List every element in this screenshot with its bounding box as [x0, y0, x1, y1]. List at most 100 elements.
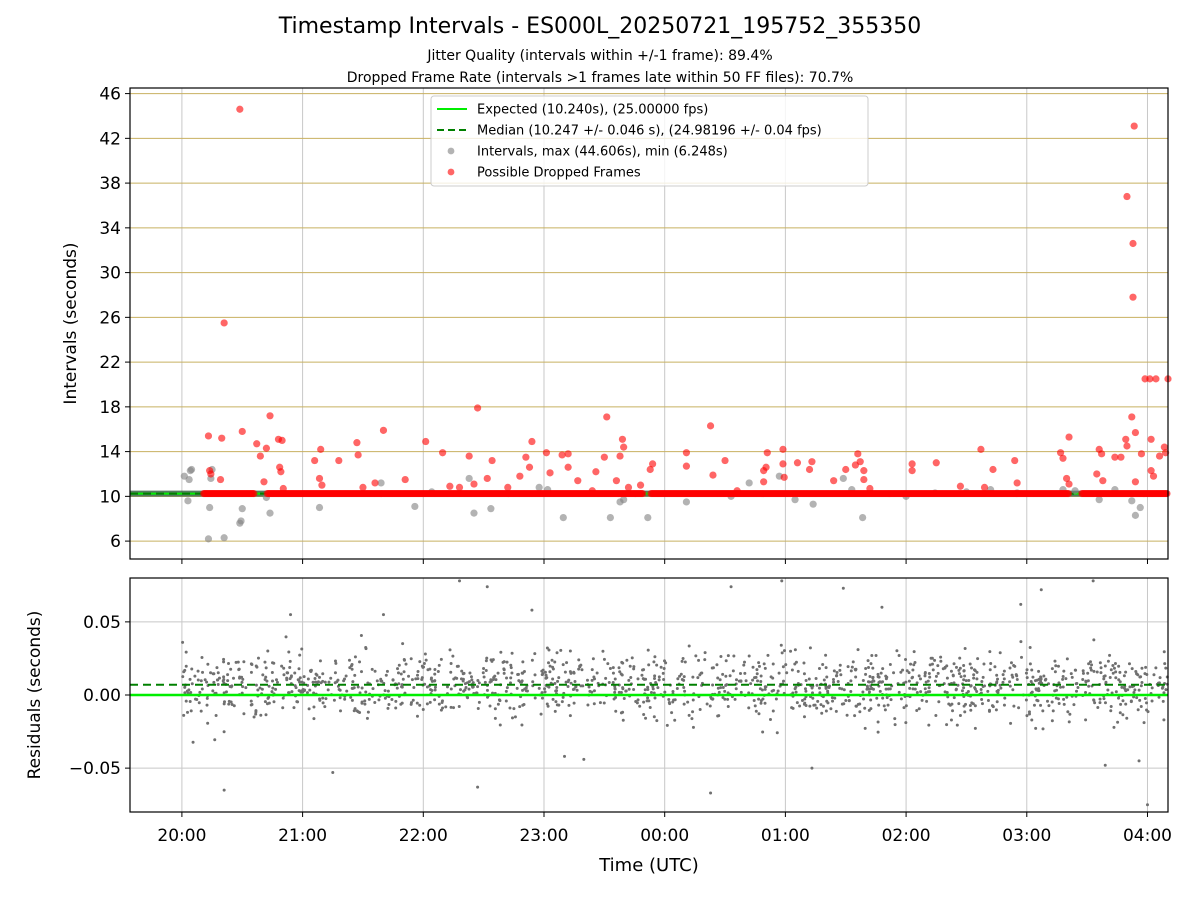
residual-point	[533, 673, 537, 677]
residual-point	[509, 663, 513, 667]
dropped-frame-point	[371, 479, 379, 487]
dropped-frame-point	[354, 451, 362, 459]
residual-point	[817, 667, 821, 671]
residual-point	[717, 690, 721, 694]
residual-point	[531, 680, 535, 684]
residual-point	[510, 716, 514, 720]
residual-point	[1125, 716, 1129, 720]
residual-point	[321, 672, 325, 676]
residual-point	[759, 674, 763, 678]
residual-point	[884, 687, 888, 691]
residual-point	[893, 723, 897, 727]
residual-point	[545, 676, 549, 680]
residual-point	[449, 670, 453, 674]
residual-point	[358, 691, 362, 695]
residual-point	[771, 662, 775, 666]
residual-point	[561, 695, 565, 699]
residual-point	[400, 685, 404, 689]
residual-point	[1103, 674, 1107, 678]
residual-point	[222, 660, 226, 664]
residual-point	[791, 691, 795, 695]
residual-point	[933, 658, 937, 662]
residual-outlier-point	[530, 608, 534, 612]
dropped-frame-point	[1155, 452, 1164, 460]
residual-point	[183, 691, 187, 695]
dropped-frame-point	[474, 404, 482, 412]
residual-point	[1109, 668, 1113, 672]
residual-point	[416, 677, 420, 681]
residual-point	[229, 685, 233, 689]
residual-point	[1106, 659, 1110, 663]
residual-point	[774, 697, 778, 701]
residual-point	[721, 685, 725, 689]
residual-point	[747, 691, 751, 695]
dropped-frame-point	[1011, 456, 1019, 465]
residual-point	[477, 700, 481, 704]
dropped-frame-point	[558, 451, 566, 459]
residual-point	[464, 686, 468, 690]
residual-point	[363, 702, 367, 706]
x-tick-label: 01:00	[761, 826, 810, 846]
residual-point	[505, 676, 509, 680]
interval-point	[1136, 503, 1144, 512]
residual-point	[484, 659, 488, 663]
residual-point	[1145, 672, 1149, 676]
residual-point	[1025, 668, 1029, 672]
residual-point	[1008, 680, 1012, 684]
legend-dropped-swatch	[447, 168, 455, 176]
residual-point	[566, 680, 570, 684]
interval-point	[791, 496, 799, 504]
residual-point	[652, 677, 656, 681]
residual-point	[242, 660, 246, 664]
dropped-frame-point	[262, 444, 270, 452]
residual-point	[373, 669, 377, 673]
dropped-frame-point	[1099, 477, 1107, 485]
residual-point	[800, 698, 804, 702]
residual-point	[1150, 699, 1154, 703]
residual-point	[366, 681, 370, 685]
residual-point	[1090, 663, 1094, 667]
residual-point	[215, 678, 219, 682]
residual-point	[209, 671, 213, 675]
x-tick-label: 00:00	[640, 826, 689, 846]
residual-point	[949, 718, 953, 722]
residual-point	[272, 661, 276, 665]
residual-point	[945, 723, 949, 727]
dropped-frame-point	[207, 470, 215, 478]
residual-point	[657, 678, 661, 682]
residual-point	[719, 654, 723, 658]
residual-point	[697, 658, 701, 662]
residual-point	[904, 658, 908, 662]
residual-point	[557, 676, 561, 680]
dropped-frame-point	[1065, 480, 1073, 488]
residual-point	[789, 649, 793, 653]
residual-point	[1120, 685, 1124, 689]
residual-point	[691, 675, 695, 679]
residual-outlier-point	[780, 579, 784, 583]
interval-point	[315, 503, 324, 512]
residual-point	[241, 677, 245, 681]
interval-point	[377, 479, 385, 487]
residual-point	[653, 674, 657, 678]
residual-point	[680, 677, 684, 681]
residual-point	[469, 675, 473, 679]
residual-point	[781, 665, 785, 669]
dropped-frame-point	[422, 437, 430, 446]
residual-point	[275, 680, 279, 684]
legend: Expected (10.240s), (25.00000 fps) Median…	[430, 95, 869, 187]
residual-point	[866, 680, 870, 684]
residual-point	[1164, 666, 1168, 670]
residual-point	[470, 678, 474, 682]
residual-point	[198, 690, 202, 694]
residual-point	[205, 696, 209, 700]
residual-point	[858, 702, 862, 706]
residual-point	[501, 660, 505, 664]
residual-point	[804, 689, 808, 693]
residual-point	[332, 698, 336, 702]
residual-point	[259, 713, 263, 717]
residual-point	[505, 660, 509, 664]
residual-point	[440, 699, 444, 703]
residual-point	[288, 666, 292, 670]
residual-point	[679, 672, 683, 676]
residual-outlier-point	[880, 605, 884, 609]
